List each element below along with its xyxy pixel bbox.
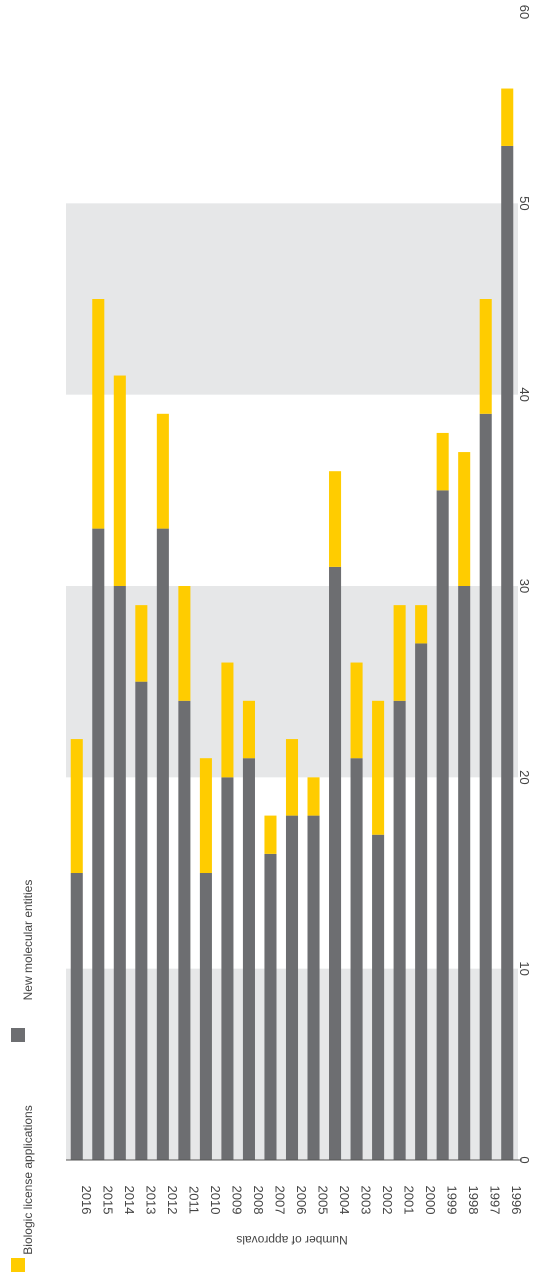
bar-new-molecular-entities	[135, 681, 148, 1160]
category-axis: 1996 1997 1998 1999 2000 2001 2002 2003 2004 2005…	[79, 1186, 524, 1215]
bar-biologic-license-applications	[479, 299, 492, 414]
legend-label: Biologic license applications	[21, 1105, 35, 1254]
bar-new-molecular-entities	[329, 566, 342, 1160]
bar-biologic-license-applications	[307, 777, 320, 816]
bar-biologic-license-applications	[329, 471, 342, 567]
category-tick-label: 1998	[466, 1186, 481, 1215]
category-tick-label: 2005	[316, 1186, 331, 1215]
bar-group	[70, 88, 514, 1160]
bar-biologic-license-applications	[178, 586, 191, 701]
value-axis: 0 10 20 30 40 50 60	[517, 5, 532, 1164]
axis-title: Number of approvals	[236, 1233, 347, 1247]
bar-biologic-license-applications	[199, 758, 212, 873]
category-tick-label: 2016	[79, 1186, 94, 1215]
category-tick-label: 2010	[208, 1186, 223, 1215]
category-tick-label: 2009	[229, 1186, 244, 1215]
bar-new-molecular-entities	[221, 777, 234, 1160]
category-tick-label: 2000	[423, 1186, 438, 1215]
bar-biologic-license-applications	[285, 739, 299, 816]
bar-new-molecular-entities	[307, 815, 320, 1160]
bar-new-molecular-entities	[264, 853, 277, 1160]
legend-swatch	[11, 1258, 25, 1272]
bar-new-molecular-entities	[479, 413, 492, 1160]
bar-new-molecular-entities	[501, 145, 514, 1160]
bar-biologic-license-applications	[436, 432, 449, 491]
bar-biologic-license-applications	[501, 88, 514, 146]
bar-new-molecular-entities	[372, 834, 385, 1160]
category-tick-label: 2013	[143, 1186, 158, 1215]
value-tick-label: 50	[517, 196, 532, 210]
bar-new-molecular-entities	[458, 586, 471, 1160]
bar-new-molecular-entities	[242, 758, 255, 1160]
value-tick-label: 30	[517, 579, 532, 593]
value-tick-label: 60	[517, 5, 532, 19]
category-tick-label: 2004	[337, 1186, 352, 1215]
category-tick-label: 2007	[272, 1186, 287, 1215]
bar-new-molecular-entities	[285, 815, 299, 1160]
bar-new-molecular-entities	[393, 700, 406, 1160]
category-tick-label: 2011	[186, 1186, 201, 1214]
bar-new-molecular-entities	[436, 490, 449, 1160]
legend-label: New molecular entities	[21, 880, 35, 1001]
bar-new-molecular-entities	[113, 586, 126, 1160]
bar-new-molecular-entities	[199, 873, 212, 1160]
bar-biologic-license-applications	[156, 413, 169, 529]
bar-biologic-license-applications	[372, 700, 385, 835]
bar-biologic-license-applications	[458, 452, 471, 586]
bar-biologic-license-applications	[393, 605, 406, 701]
value-tick-label: 0	[517, 1156, 532, 1163]
category-tick-label: 1997	[488, 1186, 503, 1215]
bar-biologic-license-applications	[415, 605, 428, 644]
bar-new-molecular-entities	[70, 873, 83, 1160]
value-tick-label: 40	[517, 387, 532, 401]
value-tick-label: 10	[517, 961, 532, 975]
bar-biologic-license-applications	[135, 605, 148, 682]
category-tick-label: 2012	[165, 1186, 180, 1215]
grid-band	[66, 203, 518, 395]
bar-biologic-license-applications	[264, 815, 277, 854]
bar-new-molecular-entities	[92, 528, 105, 1160]
category-tick-label: 2002	[380, 1186, 395, 1215]
category-tick-label: 1996	[509, 1186, 524, 1215]
legend-swatch	[11, 1028, 25, 1042]
category-tick-label: 2014	[122, 1186, 137, 1215]
category-tick-label: 1999	[445, 1186, 460, 1215]
bar-biologic-license-applications	[92, 299, 105, 529]
bar-biologic-license-applications	[221, 662, 234, 778]
bar-biologic-license-applications	[113, 375, 126, 586]
bar-biologic-license-applications	[70, 739, 83, 873]
bar-new-molecular-entities	[178, 700, 191, 1160]
bar-biologic-license-applications	[242, 700, 255, 759]
category-tick-label: 2001	[402, 1186, 417, 1215]
category-tick-label: 2006	[294, 1186, 309, 1215]
bar-biologic-license-applications	[350, 662, 363, 759]
legend: Biologic license applications New molecul…	[11, 880, 35, 1272]
category-tick-label: 2003	[359, 1186, 374, 1215]
value-tick-label: 20	[517, 770, 532, 784]
bar-new-molecular-entities	[415, 643, 428, 1160]
bar-new-molecular-entities	[156, 528, 169, 1160]
category-tick-label: 2015	[100, 1186, 115, 1215]
category-tick-label: 2008	[251, 1186, 266, 1215]
bar-new-molecular-entities	[350, 758, 363, 1160]
